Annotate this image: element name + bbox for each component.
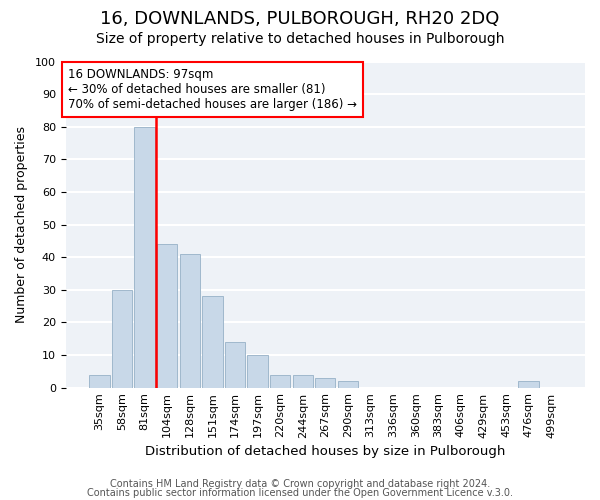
Bar — [202, 296, 223, 388]
Bar — [247, 355, 268, 388]
Y-axis label: Number of detached properties: Number of detached properties — [15, 126, 28, 323]
Text: Contains HM Land Registry data © Crown copyright and database right 2024.: Contains HM Land Registry data © Crown c… — [110, 479, 490, 489]
Bar — [112, 290, 132, 388]
Text: 16 DOWNLANDS: 97sqm
← 30% of detached houses are smaller (81)
70% of semi-detach: 16 DOWNLANDS: 97sqm ← 30% of detached ho… — [68, 68, 357, 111]
Bar — [89, 374, 110, 388]
X-axis label: Distribution of detached houses by size in Pulborough: Distribution of detached houses by size … — [145, 444, 506, 458]
Bar — [157, 244, 178, 388]
Bar — [134, 126, 155, 388]
Bar — [293, 374, 313, 388]
Bar — [315, 378, 335, 388]
Bar — [338, 381, 358, 388]
Text: 16, DOWNLANDS, PULBOROUGH, RH20 2DQ: 16, DOWNLANDS, PULBOROUGH, RH20 2DQ — [100, 10, 500, 28]
Bar — [270, 374, 290, 388]
Bar — [518, 381, 539, 388]
Text: Contains public sector information licensed under the Open Government Licence v.: Contains public sector information licen… — [87, 488, 513, 498]
Text: Size of property relative to detached houses in Pulborough: Size of property relative to detached ho… — [96, 32, 504, 46]
Bar — [179, 254, 200, 388]
Bar — [225, 342, 245, 388]
